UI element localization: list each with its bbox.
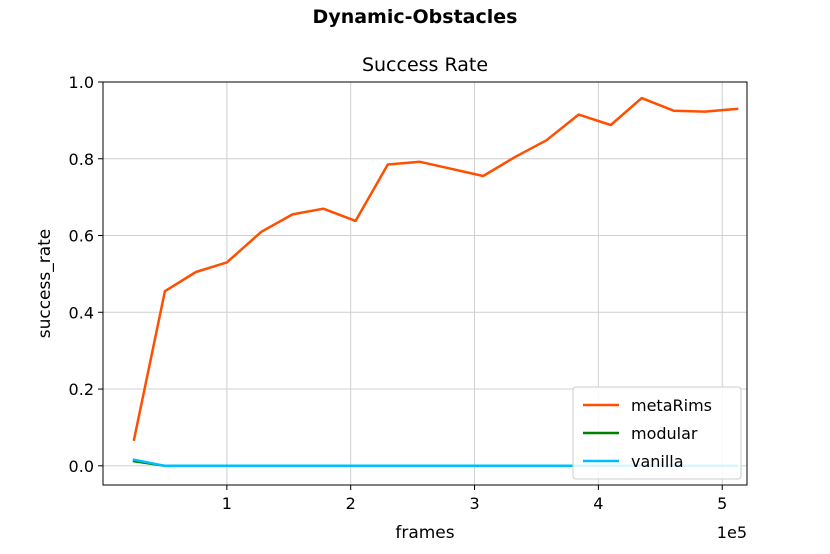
- legend: metaRims modular vanilla: [572, 386, 742, 480]
- y-axis-label: success_rate: [35, 229, 55, 339]
- x-axis-label: frames: [395, 523, 454, 543]
- legend-box: [572, 386, 742, 480]
- series-line-metarims: [132, 96, 739, 442]
- x-tick-label: 1: [222, 494, 232, 513]
- legend-label-metarims: metaRims: [631, 396, 712, 415]
- y-tick-label: 0.4: [69, 303, 94, 322]
- x-tick-label: 5: [717, 494, 727, 513]
- plot-frame: [102, 81, 748, 486]
- y-tick-label: 0.0: [69, 457, 94, 476]
- tick-layer: 1 2 3 4 5 0.0 0.2 0.4 0.6 0.8 1.0: [69, 73, 728, 513]
- y-tick-label: 0.2: [69, 380, 94, 399]
- y-tick-label: 0.8: [69, 150, 94, 169]
- x-tick-label: 4: [593, 494, 603, 513]
- x-tick-label: 3: [469, 494, 479, 513]
- x-axis-offset-label: 1e5: [717, 523, 747, 542]
- chart-title: Success Rate: [362, 54, 488, 76]
- legend-label-modular: modular: [631, 424, 698, 443]
- legend-label-vanilla: vanilla: [631, 452, 684, 471]
- y-tick-label: 0.6: [69, 227, 94, 246]
- x-tick-label: 2: [346, 494, 356, 513]
- y-tick-label: 1.0: [69, 73, 94, 92]
- figure-suptitle: Dynamic-Obstacles: [312, 6, 518, 28]
